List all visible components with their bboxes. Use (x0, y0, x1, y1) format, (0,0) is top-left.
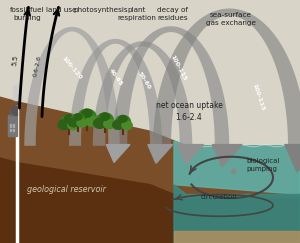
Circle shape (122, 121, 132, 130)
Polygon shape (0, 158, 300, 243)
Polygon shape (153, 9, 300, 146)
Polygon shape (24, 27, 120, 146)
Bar (10, 124, 11, 127)
Bar (11, 107, 13, 113)
Text: 50-60: 50-60 (136, 70, 152, 90)
Text: 5.5: 5.5 (12, 55, 19, 67)
Circle shape (119, 115, 127, 122)
Circle shape (68, 121, 79, 130)
Text: land use: land use (46, 7, 77, 13)
Bar (10, 110, 16, 115)
Polygon shape (174, 185, 300, 243)
Circle shape (74, 115, 88, 126)
Circle shape (116, 116, 130, 128)
Polygon shape (212, 145, 242, 167)
Text: geological reservoir: geological reservoir (27, 185, 105, 194)
Polygon shape (0, 97, 300, 243)
Polygon shape (177, 145, 204, 164)
Text: 0.6-2.6: 0.6-2.6 (33, 54, 42, 77)
Circle shape (100, 113, 109, 120)
Text: sea-surface
gas exchange: sea-surface gas exchange (206, 12, 256, 26)
Text: photosynthesis: photosynthesis (73, 7, 128, 13)
Circle shape (61, 115, 77, 128)
Text: circulation: circulation (201, 194, 237, 200)
Text: plant
respiration: plant respiration (117, 7, 156, 21)
Circle shape (64, 115, 74, 122)
Circle shape (13, 96, 19, 101)
Bar (13, 129, 14, 131)
Polygon shape (69, 39, 162, 146)
Text: 40-65: 40-65 (108, 68, 123, 87)
Text: 100-115: 100-115 (251, 83, 265, 112)
Polygon shape (113, 26, 229, 146)
Circle shape (68, 118, 79, 127)
Circle shape (94, 118, 106, 128)
Circle shape (78, 109, 96, 124)
Text: 100-115: 100-115 (169, 54, 188, 82)
Circle shape (71, 114, 85, 125)
Circle shape (15, 95, 20, 98)
Bar (14, 106, 16, 115)
Text: decay of
residues: decay of residues (157, 7, 188, 21)
Polygon shape (174, 141, 300, 194)
Circle shape (15, 85, 20, 89)
Bar (13, 124, 14, 127)
Polygon shape (93, 41, 192, 146)
Circle shape (58, 120, 70, 130)
Circle shape (13, 86, 19, 91)
Bar (8, 115, 17, 136)
Circle shape (15, 90, 20, 94)
Circle shape (97, 113, 113, 126)
Circle shape (13, 91, 19, 96)
Polygon shape (148, 145, 173, 163)
Circle shape (113, 120, 124, 129)
Text: biological
pumping: biological pumping (246, 158, 279, 172)
Circle shape (104, 119, 115, 129)
Polygon shape (106, 145, 130, 162)
Text: net ocean uptake
1.6-2.4: net ocean uptake 1.6-2.4 (156, 101, 222, 122)
Text: 100-120: 100-120 (61, 55, 83, 81)
Text: fossil-fuel
burning: fossil-fuel burning (10, 7, 44, 21)
Polygon shape (174, 231, 300, 243)
Circle shape (77, 119, 87, 127)
Circle shape (74, 114, 82, 120)
Bar (10, 129, 11, 131)
Circle shape (85, 116, 98, 126)
Polygon shape (285, 145, 300, 172)
Circle shape (82, 109, 92, 117)
